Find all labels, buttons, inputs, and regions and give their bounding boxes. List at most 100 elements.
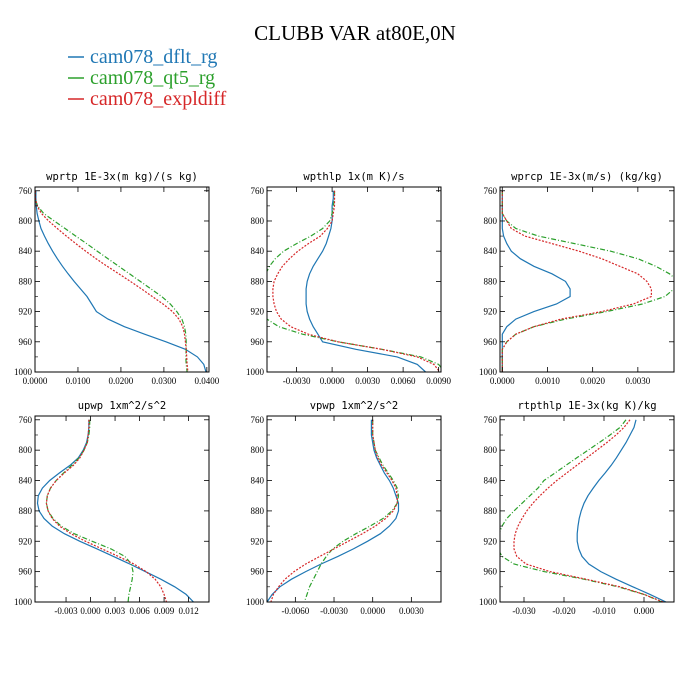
x-tick-label: 0.0000 [360, 606, 385, 616]
y-tick-label: 800 [484, 445, 498, 455]
y-tick-label: 840 [19, 246, 33, 256]
x-tick-label: 0.0030 [625, 376, 650, 386]
panel-4: upwp 1xm^2/s^2 760 800 840 880 920 960 1000 -0.0… [14, 400, 210, 616]
y-tick-label: 920 [484, 536, 498, 546]
y-tick-label: 840 [251, 476, 265, 486]
x-tick-label: 0.0000 [490, 376, 515, 386]
x-tick-label: 0.006 [129, 606, 150, 616]
y-tick-label: 880 [19, 276, 33, 286]
y-tick-label: 960 [251, 567, 265, 577]
y-tick-label: 840 [251, 246, 265, 256]
x-tick-label: 0.0090 [426, 376, 451, 386]
y-tick-label: 800 [251, 216, 265, 226]
series-qt5-line [35, 190, 188, 372]
series-dflt-line [305, 190, 427, 372]
y-tick-label: 1000 [246, 597, 265, 607]
y-tick-label: 800 [19, 216, 33, 226]
panel-3-frame [499, 186, 675, 373]
y-tick-label: 760 [251, 186, 265, 196]
panel-1: wprtp 1E-3x(m kg)/(s kg) 760 800 840 880 920 9… [14, 171, 220, 386]
panel-4-frame [34, 415, 210, 603]
x-tick-label: 0.0030 [355, 376, 380, 386]
panel-1-series [35, 190, 207, 372]
y-tick-label: 840 [484, 476, 498, 486]
x-tick-label: 0.000 [634, 606, 655, 616]
y-tick-label: 760 [19, 186, 33, 196]
series-expldiff-line [513, 419, 664, 602]
y-tick-label: 960 [251, 337, 265, 347]
x-tick-label: 0.0010 [535, 376, 560, 386]
panels: wprtp 1E-3x(m kg)/(s kg) 760 800 840 880 920 9… [14, 171, 675, 616]
y-tick-label: 1000 [479, 597, 498, 607]
y-tick-label: 760 [19, 415, 33, 425]
panel-3-title: wprcp 1E-3x(m/s) (kg/kg) [511, 171, 663, 183]
y-tick-label: 960 [19, 567, 33, 577]
x-tick-label: 0.012 [178, 606, 198, 616]
y-tick-label: 920 [19, 536, 33, 546]
y-tick-label: 760 [484, 186, 498, 196]
series-qt5-line [303, 419, 400, 602]
x-tick-label: 0.0000 [23, 376, 48, 386]
y-tick-label: 1000 [14, 597, 33, 607]
x-tick-label: 0.003 [105, 606, 126, 616]
panel-4-series [36, 419, 194, 602]
y-tick-label: 840 [484, 246, 498, 256]
y-tick-label: 880 [484, 506, 498, 516]
legend-label-qt5: cam078_qt5_rg [90, 67, 215, 89]
panel-5-series [267, 419, 400, 602]
y-tick-label: 880 [19, 506, 33, 516]
x-tick-label: 0.0200 [109, 376, 134, 386]
x-tick-label: 0.0400 [194, 376, 219, 386]
x-tick-label: -0.003 [54, 606, 78, 616]
legend-label-expldiff: cam078_expldiff [90, 88, 227, 110]
series-expldiff-line [272, 190, 441, 372]
series-dflt-line [35, 190, 207, 372]
x-tick-label: 0.0000 [320, 376, 345, 386]
panel-5-title: vpwp 1xm^2/s^2 [310, 400, 399, 412]
x-tick-label: 0.0300 [152, 376, 177, 386]
panel-6-frame [499, 415, 675, 603]
figure-title: CLUBB VAR at80E,0N [254, 21, 456, 45]
panel-3: wprcp 1E-3x(m/s) (kg/kg) 760 800 840 880 920 9… [479, 171, 675, 386]
y-tick-label: 880 [484, 276, 498, 286]
series-qt5-line [501, 190, 674, 372]
y-tick-label: 760 [251, 415, 265, 425]
panel-4-title: upwp 1xm^2/s^2 [78, 400, 167, 412]
panel-1-title: wprtp 1E-3x(m kg)/(s kg) [46, 171, 198, 183]
panel-3-series [501, 190, 674, 372]
legend-entry-expldiff: cam078_expldiff [68, 88, 227, 110]
x-tick-label: -0.010 [592, 606, 616, 616]
series-expldiff-line [35, 190, 189, 372]
series-dflt-line [501, 190, 571, 372]
series-expldiff-line [270, 419, 398, 602]
y-tick-label: 1000 [14, 367, 33, 377]
panel-6-title: rtpthlp 1E-3x(kg K)/kg [517, 400, 656, 412]
legend-entry-qt5: cam078_qt5_rg [68, 67, 215, 89]
x-tick-label: 0.0060 [391, 376, 416, 386]
x-tick-label: 0.0020 [580, 376, 605, 386]
y-tick-label: 960 [19, 337, 33, 347]
panel-2-frame [266, 186, 442, 373]
y-tick-label: 880 [251, 506, 265, 516]
panel-6: rtpthlp 1E-3x(kg K)/kg 760 800 840 880 920 960… [479, 400, 675, 616]
series-dflt-line [576, 419, 667, 602]
y-tick-label: 920 [19, 307, 33, 317]
y-tick-label: 800 [484, 216, 498, 226]
y-tick-label: 760 [484, 415, 498, 425]
panel-6-series [500, 419, 667, 602]
y-tick-label: 1000 [246, 367, 265, 377]
y-tick-label: 960 [484, 567, 498, 577]
series-expldiff-line [501, 190, 653, 372]
y-tick-label: 800 [19, 445, 33, 455]
panel-2: wpthlp 1x(m K)/s 760 800 840 880 920 960 1000 -0… [246, 171, 452, 386]
x-tick-label: -0.0030 [320, 606, 348, 616]
x-tick-label: 0.0100 [66, 376, 91, 386]
y-tick-label: 1000 [479, 367, 498, 377]
panel-2-series [267, 190, 441, 372]
legend-entry-dflt: cam078_dflt_rg [68, 46, 217, 68]
y-tick-label: 800 [251, 445, 265, 455]
series-dflt-line [36, 419, 194, 602]
series-qt5-line [500, 419, 663, 602]
x-tick-label: -0.0060 [281, 606, 309, 616]
y-tick-label: 960 [484, 337, 498, 347]
